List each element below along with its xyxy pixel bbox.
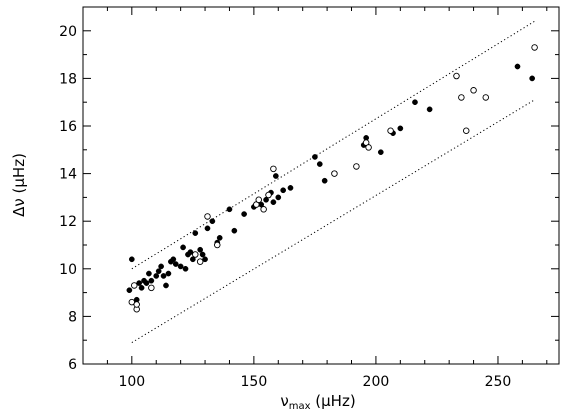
- open-data-point: [353, 163, 360, 170]
- filled-data-point: [280, 187, 287, 194]
- filled-data-point: [312, 154, 318, 160]
- filled-data-point: [158, 263, 164, 270]
- open-data-point: [470, 87, 477, 94]
- filled-data-point: [128, 256, 135, 263]
- filled-data-point: [163, 282, 169, 289]
- filled-data-point: [148, 277, 155, 284]
- filled-data-point: [172, 261, 179, 267]
- open-data-point: [365, 144, 372, 151]
- filled-data-point: [412, 99, 418, 106]
- bound-lines: [131, 20, 535, 344]
- y-tick-label: 10: [59, 262, 77, 278]
- open-data-point: [133, 301, 140, 308]
- filled-data-point: [275, 194, 282, 201]
- filled-data-point: [202, 256, 208, 263]
- y-tick-label: 14: [59, 167, 77, 183]
- filled-data-point: [199, 251, 206, 258]
- filled-data-point: [272, 173, 279, 179]
- filled-data-point: [197, 246, 204, 253]
- filled-data-point: [170, 256, 177, 263]
- x-axis-label: νmax (μHz): [280, 392, 355, 412]
- filled-data-point: [263, 196, 269, 203]
- open-data-point: [387, 127, 394, 135]
- y-axis-label: Δν (μHz): [10, 153, 28, 217]
- open-data-point: [131, 282, 138, 289]
- y-tick-label: 6: [68, 357, 77, 373]
- filled-data-point: [529, 75, 535, 82]
- y-label-unit: (μHz): [10, 153, 28, 193]
- filled-data-point: [182, 265, 189, 272]
- open-data-point: [462, 127, 470, 135]
- open-data-point: [270, 165, 277, 173]
- filled-data-point: [180, 244, 186, 251]
- filled-data-point: [426, 106, 433, 113]
- filled-data-point: [231, 227, 238, 234]
- x-tick-label: 100: [118, 374, 145, 390]
- y-tick-label: 20: [59, 24, 77, 40]
- filled-data-point: [165, 270, 172, 277]
- open-data-point: [331, 170, 338, 177]
- filled-data-point: [177, 263, 184, 270]
- filled-data-point: [136, 280, 142, 286]
- y-label-delta: Δν: [10, 198, 28, 217]
- filled-data-point: [126, 287, 133, 294]
- open-data-point: [260, 206, 267, 213]
- open-data-point: [196, 258, 204, 265]
- filled-data-point: [189, 256, 196, 263]
- x-label-nu: ν: [280, 392, 288, 410]
- filled-data-point: [321, 177, 328, 184]
- open-data-point: [148, 284, 155, 292]
- filled-data-point: [270, 199, 277, 206]
- data-points: [126, 44, 538, 313]
- open-data-point: [204, 213, 211, 220]
- open-data-point: [453, 72, 460, 80]
- filled-data-point: [514, 63, 521, 70]
- lower-bound-line: [131, 99, 535, 344]
- filled-data-point: [153, 273, 160, 279]
- filled-data-point: [216, 235, 223, 241]
- y-tick-label: 8: [68, 309, 77, 325]
- x-tick-label: 250: [485, 374, 512, 390]
- x-tick-label: 200: [363, 374, 390, 390]
- filled-data-point: [138, 284, 145, 291]
- filled-data-point: [226, 206, 233, 213]
- filled-data-point: [316, 161, 323, 167]
- axis-ticks: 100 150 200 250 6 8 10 12 14 16 18 20: [59, 6, 559, 390]
- open-data-point: [531, 44, 538, 51]
- x-tick-label: 150: [241, 374, 268, 390]
- plot-frame: [82, 6, 560, 365]
- open-data-point: [214, 241, 221, 249]
- open-data-point: [265, 191, 272, 199]
- filled-data-point: [241, 211, 247, 217]
- filled-data-point: [204, 225, 211, 232]
- y-tick-label: 12: [59, 214, 77, 230]
- filled-data-point: [377, 149, 384, 156]
- open-data-point: [192, 251, 199, 258]
- filled-data-point: [287, 185, 294, 191]
- y-tick-label: 16: [59, 119, 77, 135]
- filled-data-point: [155, 268, 162, 275]
- filled-data-point: [187, 249, 194, 255]
- x-label-sub: max: [289, 401, 311, 412]
- filled-data-point: [209, 218, 216, 225]
- upper-bound-line: [131, 20, 535, 270]
- filled-data-point: [397, 125, 404, 132]
- open-data-point: [482, 94, 490, 101]
- open-data-point: [458, 94, 465, 101]
- filled-data-point: [160, 273, 167, 279]
- filled-data-point: [192, 230, 199, 236]
- filled-data-point: [146, 270, 152, 277]
- open-data-point: [255, 196, 263, 204]
- x-label-unit: (μHz): [315, 392, 355, 410]
- filled-data-point: [143, 280, 150, 286]
- y-tick-label: 18: [59, 71, 77, 87]
